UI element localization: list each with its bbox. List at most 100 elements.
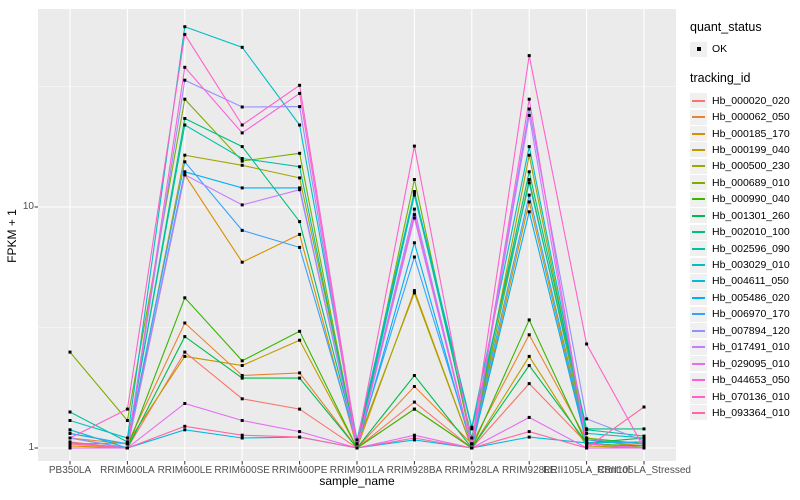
legend-item-Hb_002010_100: Hb_002010_100	[690, 224, 798, 240]
data-point	[642, 442, 646, 446]
legend-key	[690, 175, 707, 191]
data-point	[585, 438, 589, 442]
legend-item-Hb_005486_020: Hb_005486_020	[690, 290, 798, 306]
data-point	[412, 255, 416, 259]
data-point	[412, 385, 416, 388]
legend-quant-status-title: quant_status	[690, 20, 762, 34]
x-tick-label-RRIM600LA: RRIM600LA	[100, 465, 155, 476]
data-point	[412, 407, 416, 411]
data-point	[527, 178, 531, 181]
data-point	[68, 410, 72, 414]
data-point	[240, 145, 244, 149]
data-point	[642, 405, 646, 409]
data-point	[125, 407, 129, 411]
data-point	[527, 153, 531, 157]
data-point	[412, 193, 416, 197]
data-point	[183, 123, 187, 127]
legend-key-line	[692, 116, 705, 119]
data-point	[240, 105, 244, 109]
legend-item-label: Hb_000199_040	[712, 143, 790, 156]
data-point	[125, 442, 129, 446]
data-point	[183, 78, 187, 82]
data-point	[298, 123, 302, 127]
data-point	[298, 245, 302, 249]
data-point	[298, 105, 302, 109]
data-point	[68, 442, 72, 446]
legend-key	[690, 273, 707, 289]
data-point	[298, 151, 302, 155]
data-point	[240, 123, 244, 127]
data-point	[183, 170, 187, 174]
data-point	[183, 97, 187, 101]
legend-key	[690, 405, 707, 421]
x-tick-label-RRIM901LA: RRIM901LA	[329, 465, 385, 476]
data-point	[68, 431, 72, 435]
data-point	[412, 216, 416, 220]
legend-item-label: Hb_070136_010	[712, 390, 790, 403]
legend-item-label: Hb_003029_010	[712, 259, 790, 272]
data-point	[298, 220, 302, 224]
data-point	[298, 232, 302, 236]
legend-item-ok: OK	[690, 41, 798, 57]
data-point	[527, 382, 531, 386]
data-point	[240, 374, 244, 377]
legend-item-Hb_093364_010: Hb_093364_010	[690, 405, 798, 421]
x-tick-label-RRIM600LE: RRIM600LE	[157, 465, 213, 476]
legend-key	[690, 372, 707, 388]
data-point	[527, 415, 531, 419]
data-point	[183, 160, 187, 164]
legend-key	[690, 323, 707, 339]
data-point	[240, 419, 244, 422]
legend-item-Hb_000020_020: Hb_000020_020	[690, 92, 798, 109]
legend-item-Hb_070136_010: Hb_070136_010	[690, 388, 798, 405]
legend-key	[690, 224, 707, 240]
legend-item-label: Hb_006970_170	[712, 308, 790, 321]
legend-tracking-id: tracking_id Hb_000020_020 Hb_000062_050 Hb…	[690, 71, 798, 421]
data-point	[642, 427, 646, 431]
data-point	[527, 318, 531, 322]
legend-item-Hb_044653_050: Hb_044653_050	[690, 372, 798, 388]
legend-key-line	[692, 264, 705, 267]
legend-key	[690, 389, 707, 405]
data-point	[355, 442, 359, 446]
x-tick-label-RRIM600PE: RRIM600PE	[271, 465, 328, 476]
legend-key	[690, 109, 707, 125]
legend-item-Hb_007894_120: Hb_007894_120	[690, 323, 798, 339]
legend-key-line	[692, 231, 705, 234]
data-point	[470, 425, 474, 429]
data-point	[412, 289, 416, 293]
data-point	[298, 371, 302, 375]
legend-tracking-id-title: tracking_id	[690, 71, 751, 86]
data-point	[240, 159, 244, 163]
x-tick-label-RRIM928LE: RRIM928LE	[501, 465, 557, 476]
legend-key-line	[692, 395, 705, 398]
data-point	[470, 446, 474, 450]
data-point	[412, 213, 416, 217]
data-point	[412, 291, 416, 295]
legend-item-label: OK	[712, 43, 728, 56]
data-point	[527, 364, 531, 367]
x-axis-title: sample_name	[319, 474, 395, 488]
data-point	[183, 25, 187, 29]
legend-quant-status: quant_status OK	[690, 20, 798, 57]
x-tick-label-RRIM928LA: RRIM928LA	[444, 465, 500, 476]
legend-item-label: Hb_029095_010	[712, 357, 790, 370]
data-point	[183, 173, 187, 177]
data-point	[298, 83, 302, 87]
data-point	[125, 436, 129, 440]
data-point	[642, 436, 646, 440]
data-point	[298, 376, 302, 380]
data-point	[68, 446, 72, 450]
x-tick-label-RRIM600SE: RRIM600SE	[214, 465, 270, 476]
legend-tracking-id-items: Hb_000020_020 Hb_000062_050 Hb_000185_170 H…	[690, 92, 798, 421]
data-point	[412, 207, 416, 211]
data-point	[183, 428, 187, 432]
data-point	[68, 419, 72, 422]
data-point	[527, 113, 531, 117]
data-point	[585, 431, 589, 435]
legend-item-Hb_000185_170: Hb_000185_170	[690, 125, 798, 142]
legend: quant_status OK tracking_id Hb_000020_02…	[690, 20, 798, 435]
data-point	[585, 417, 589, 421]
data-point	[527, 435, 531, 439]
